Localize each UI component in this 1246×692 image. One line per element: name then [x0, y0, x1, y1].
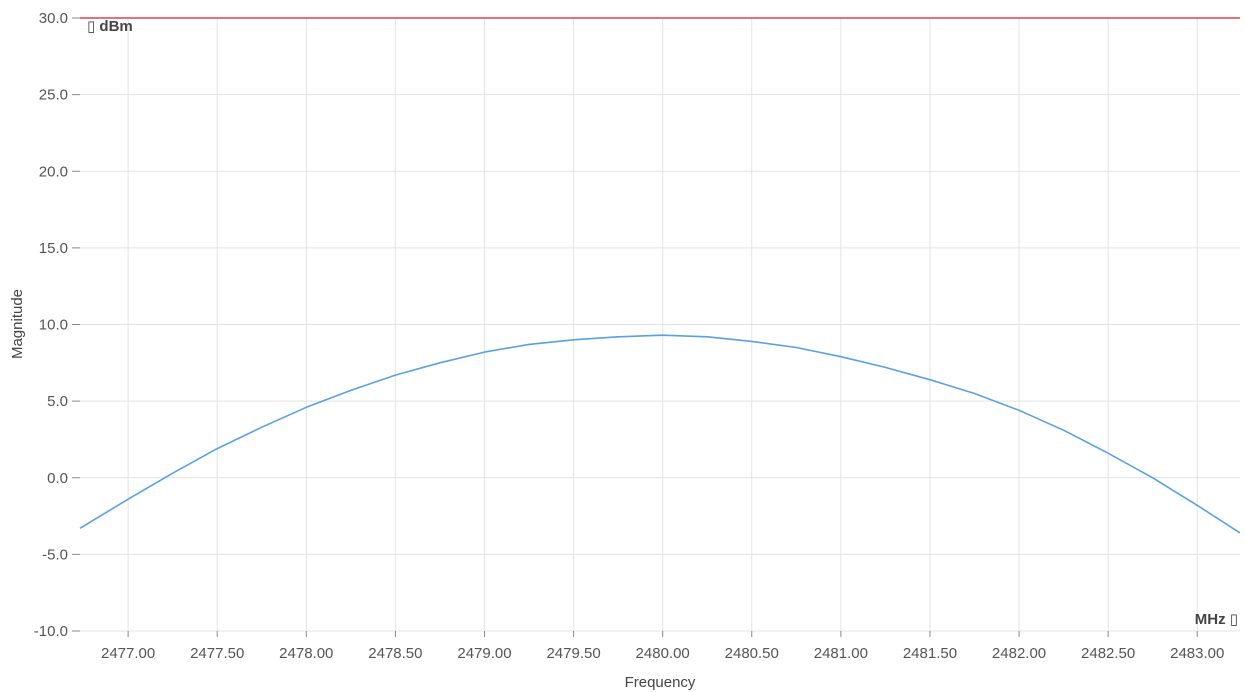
series-layer: [79, 17, 1241, 534]
y-tick-label: 30.0: [39, 10, 68, 27]
x-tick-label: 2483.00: [1170, 645, 1224, 662]
x-axis-title: Frequency: [625, 674, 696, 691]
y-tick-label: 5.0: [47, 393, 68, 410]
series-line-magnitude: [79, 334, 1241, 534]
y-tick-label: -5.0: [42, 546, 68, 563]
y-axis-title: Magnitude: [9, 289, 26, 359]
y-tick-label: -10.0: [34, 623, 68, 640]
x-tick-label: 2478.00: [279, 645, 333, 662]
y-tick-label: 25.0: [39, 87, 68, 104]
x-tick-label: 2480.50: [725, 645, 779, 662]
x-tick-label: 2482.00: [992, 645, 1046, 662]
y-tick-label: 10.0: [39, 317, 68, 334]
y-tick-label: 15.0: [39, 240, 68, 257]
x-tick-label: 2478.50: [368, 645, 422, 662]
x-tick-label: 2477.50: [190, 645, 244, 662]
x-tick-label: 2479.50: [546, 645, 600, 662]
y-tick-label: 0.0: [47, 470, 68, 487]
x-tick-label: 2481.00: [814, 645, 868, 662]
y-unit-label: ▯ dBm: [87, 18, 133, 35]
x-tick-label: 2481.50: [903, 645, 957, 662]
x-tick-label: 2482.50: [1081, 645, 1135, 662]
x-unit-label: MHz ▯: [1195, 611, 1238, 628]
tick-layer: -10.0 -5.0 0.0 5.0 10.0 15.0 20.0 25.0 30.0 2477.…: [34, 10, 1225, 662]
x-tick-label: 2480.00: [636, 645, 690, 662]
x-tick-label: 2477.00: [101, 645, 155, 662]
grid-layer: [80, 17, 1240, 632]
y-tick-label: 20.0: [39, 163, 68, 180]
x-tick-label: 2479.00: [457, 645, 511, 662]
